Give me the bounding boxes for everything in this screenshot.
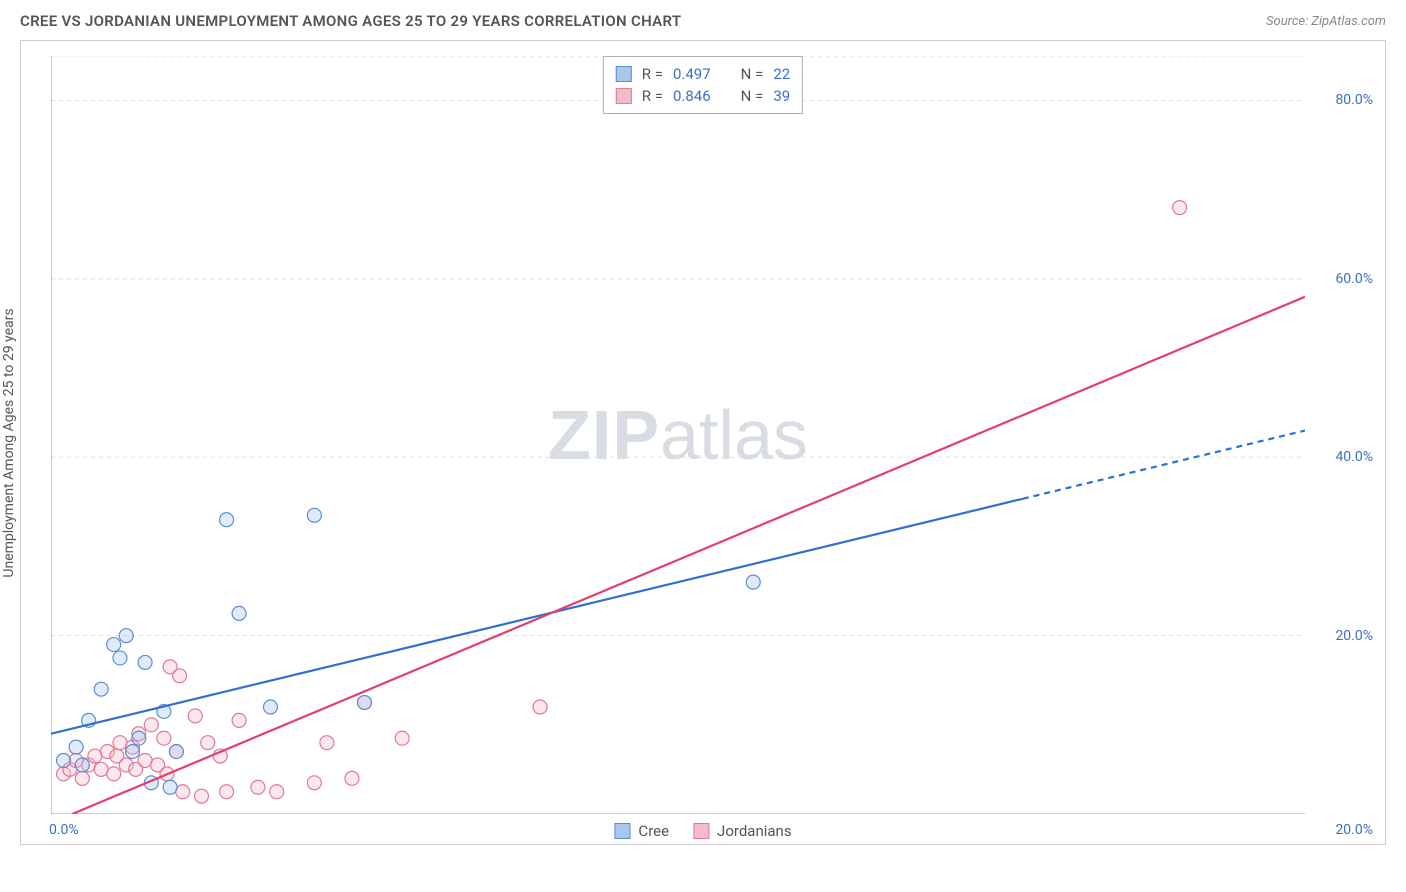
r-label: R = — [642, 87, 663, 105]
r-value: 0.846 — [673, 87, 711, 105]
n-label: N = — [741, 65, 764, 83]
legend-swatch-icon — [614, 823, 630, 839]
legend-series: Cree Jordanians — [614, 822, 791, 840]
legend-correlation-row: R = 0.497 N = 22 — [616, 63, 790, 85]
x-tick-label: 0.0% — [49, 822, 79, 838]
y-tick-label: 20.0% — [1335, 628, 1373, 644]
y-tick-label: 40.0% — [1335, 449, 1373, 465]
r-value: 0.497 — [673, 65, 711, 83]
legend-correlation: R = 0.497 N = 22 R = 0.846 N = 39 — [603, 56, 803, 114]
plot-area: ZIPatlas — [51, 56, 1305, 814]
r-label: R = — [642, 65, 663, 83]
legend-series-label: Cree — [638, 822, 669, 840]
source-label: Source: ZipAtlas.com — [1266, 14, 1386, 29]
legend-series-item: Jordanians — [693, 822, 792, 840]
legend-series-item: Cree — [614, 822, 669, 840]
y-axis-label: Unemployment Among Ages 25 to 29 years — [1, 308, 17, 577]
legend-series-label: Jordanians — [717, 822, 792, 840]
n-label: N = — [741, 87, 764, 105]
chart-title: CREE VS JORDANIAN UNEMPLOYMENT AMONG AGE… — [20, 12, 681, 30]
x-tick-label: 20.0% — [1335, 822, 1373, 838]
n-value: 39 — [773, 87, 790, 105]
legend-correlation-row: R = 0.846 N = 39 — [616, 85, 790, 107]
y-tick-label: 80.0% — [1335, 92, 1373, 108]
n-value: 22 — [773, 65, 790, 83]
plot-svg — [51, 56, 1305, 814]
legend-swatch-icon — [616, 88, 632, 104]
y-tick-label: 60.0% — [1335, 271, 1373, 287]
legend-swatch-icon — [693, 823, 709, 839]
legend-swatch-icon — [616, 66, 632, 82]
chart-container: Unemployment Among Ages 25 to 29 years Z… — [20, 40, 1386, 845]
